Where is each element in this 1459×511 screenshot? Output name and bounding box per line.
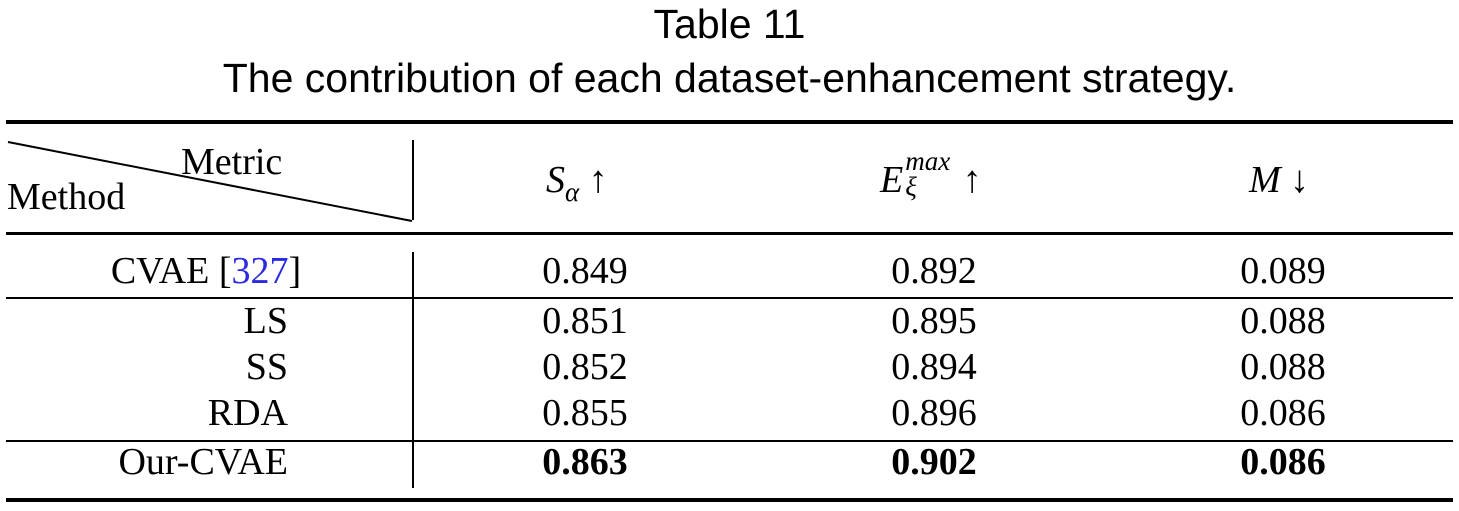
bottom-rule	[6, 498, 1453, 502]
m-value-best: 0.086	[1240, 441, 1326, 483]
method-cell: SS	[245, 346, 288, 388]
e-xi-value: 0.896	[891, 392, 977, 434]
header-m: M ↓	[1249, 159, 1310, 201]
row-vertical-rule	[412, 442, 414, 488]
table-title: The contribution of each dataset-enhance…	[222, 55, 1237, 101]
header-rule	[6, 232, 1453, 235]
row-vertical-rule	[412, 252, 414, 298]
e-xi-value: 0.892	[891, 250, 977, 292]
header-metric-label: Metric	[181, 141, 283, 183]
baseline-rule	[6, 297, 1453, 299]
method-cell: CVAE [327]	[110, 250, 302, 292]
m-value: 0.088	[1240, 346, 1326, 388]
table-label: Table 11	[653, 1, 806, 47]
header-method-label: Method	[7, 176, 126, 218]
s-alpha-value-best: 0.863	[542, 441, 628, 483]
e-xi-value-best: 0.902	[891, 441, 977, 483]
ours-rule	[6, 440, 1453, 442]
method-cell: LS	[243, 300, 288, 342]
s-alpha-value: 0.855	[542, 392, 628, 434]
method-cell: RDA	[207, 392, 288, 434]
s-alpha-value: 0.849	[542, 250, 628, 292]
m-value: 0.089	[1240, 250, 1326, 292]
diagonal-header	[7, 141, 413, 222]
s-alpha-value: 0.852	[542, 346, 628, 388]
m-value: 0.088	[1240, 300, 1326, 342]
citation-link[interactable]: 327	[231, 250, 289, 292]
m-value: 0.086	[1240, 392, 1326, 434]
header-vertical-rule	[412, 140, 414, 220]
row-vertical-rule	[412, 299, 414, 440]
e-xi-value: 0.895	[891, 300, 977, 342]
s-alpha-value: 0.851	[542, 300, 628, 342]
header-s-alpha: Sα ↑	[546, 159, 608, 207]
top-rule	[6, 120, 1453, 124]
e-xi-value: 0.894	[891, 346, 977, 388]
method-cell: Our-CVAE	[118, 441, 288, 483]
